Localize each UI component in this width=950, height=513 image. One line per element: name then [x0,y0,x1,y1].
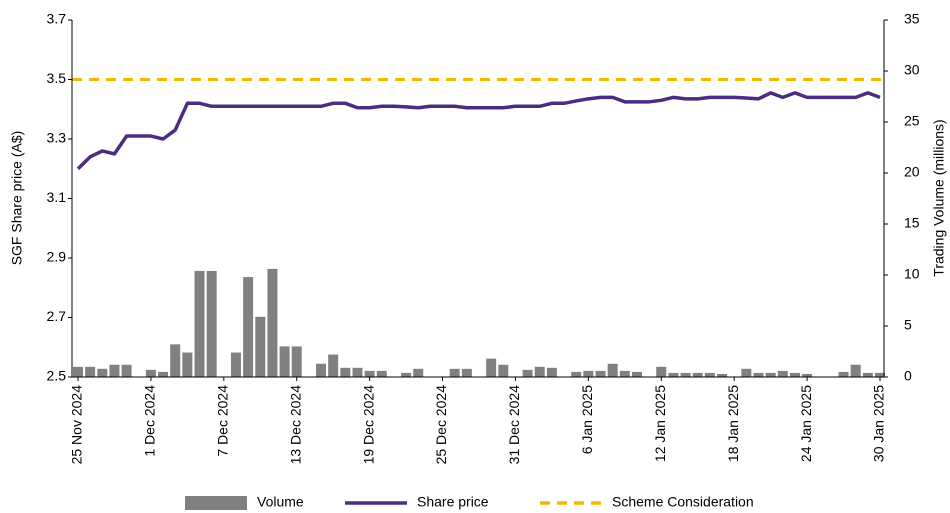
volume-bar [607,363,618,377]
volume-bar [862,372,873,377]
x-tick-label: 12 Jan 2025 [652,385,668,462]
legend-label: Scheme Consideration [612,494,754,510]
volume-bar [340,367,351,377]
y2-tick-label: 35 [904,11,920,27]
volume-bar [777,370,788,377]
volume-bar [656,366,667,377]
volume-bar [583,370,594,377]
y2-axis-label: Trading Volume (millions) [931,119,947,276]
x-tick-label: 18 Jan 2025 [725,385,741,462]
volume-bar [170,344,181,377]
volume-bar [838,371,849,377]
y2-tick-label: 0 [904,368,912,384]
volume-bar [461,368,472,377]
volume-bar [802,373,813,377]
volume-bar [741,368,752,377]
volume-bar [534,366,545,377]
volume-bar [97,368,108,377]
legend-label: Share price [417,494,489,510]
volume-bar [850,364,861,377]
x-tick-label: 19 Dec 2024 [360,385,376,465]
volume-bar [291,346,302,377]
price-line [76,91,881,171]
volume-bar [376,370,387,377]
volume-bar [279,346,290,377]
volume-bar [692,372,703,377]
y-axis-label: SGF Share price (A$) [9,131,25,266]
y-tick-label: 3.5 [47,70,67,86]
y2-tick-label: 10 [904,266,920,282]
volume-bar [145,369,156,377]
y-tick-label: 2.5 [47,368,67,384]
y-tick-label: 3.3 [47,130,67,146]
x-tick-label: 25 Dec 2024 [433,385,449,465]
y2-tick-label: 30 [904,62,920,78]
y2-tick-label: 25 [904,113,920,129]
x-tick-label: 24 Jan 2025 [798,385,814,462]
volume-bar [668,372,679,377]
volume-bar [765,372,776,377]
y-tick-label: 3.1 [47,189,67,205]
volume-bar [267,268,278,377]
x-tick-label: 30 Jan 2025 [871,385,887,462]
volume-bar [789,372,800,377]
volume-bar [680,372,691,377]
volume-bar [73,366,83,377]
y-tick-label: 2.7 [47,308,67,324]
volume-bar [316,363,327,377]
legend-label: Volume [257,494,304,510]
volume-bar [486,358,497,377]
x-tick-label: 25 Nov 2024 [69,385,85,465]
volume-bar [498,364,509,377]
volume-bar [206,270,217,377]
volume-bar [546,367,557,377]
volume-bar [85,366,96,377]
volume-bar [449,368,460,377]
volume-bar [704,372,715,377]
x-tick-label: 6 Jan 2025 [579,385,595,454]
y2-tick-label: 15 [904,215,920,231]
volume-bar [619,370,630,377]
volume-bar [364,370,375,377]
volume-bar [595,370,606,377]
y2-tick-label: 20 [904,164,920,180]
volume-bar [571,371,582,377]
volume-bar [401,372,412,377]
volume-bar [109,364,120,377]
volume-bar [875,372,885,377]
volume-bar [182,352,193,377]
volume-bar [522,369,533,377]
y-tick-label: 3.7 [47,11,67,27]
volume-bar [158,371,169,377]
y2-tick-label: 5 [904,317,912,333]
volume-bar [413,368,424,377]
volume-bar [255,316,266,377]
volume-bar [631,371,642,377]
volume-bar [121,364,132,377]
y-tick-label: 2.9 [47,249,67,265]
volume-bar [230,352,241,377]
volume-bar [753,372,764,377]
volume-bar [243,277,254,377]
volume-bar [352,367,363,377]
volume-bar [717,373,728,377]
x-tick-label: 1 Dec 2024 [142,385,158,457]
x-tick-label: 7 Dec 2024 [215,385,231,457]
x-tick-label: 31 Dec 2024 [506,385,522,465]
x-tick-label: 13 Dec 2024 [287,385,303,465]
volume-bar [194,270,205,377]
volume-bar [328,354,339,377]
legend-swatch [185,496,247,510]
